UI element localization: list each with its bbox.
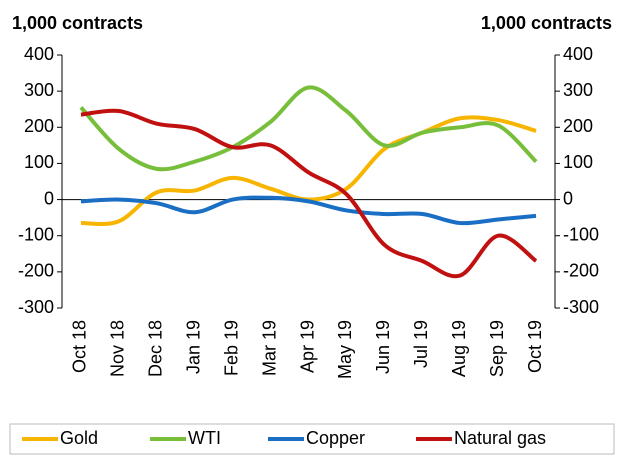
y2-tick-label: 300 bbox=[563, 80, 593, 100]
series-line bbox=[80, 195, 537, 226]
y-tick-label: 100 bbox=[24, 152, 54, 172]
y2-axis-label: 1,000 contracts bbox=[481, 13, 612, 33]
y-tick-label: 300 bbox=[24, 80, 54, 100]
x-tick-label: Jun 19 bbox=[373, 320, 393, 374]
x-tick-label: Jul 19 bbox=[411, 320, 431, 368]
y2-tick-label: -300 bbox=[563, 297, 599, 317]
x-tick-label: Feb 19 bbox=[221, 320, 241, 376]
x-tick-label: Apr 19 bbox=[297, 320, 317, 373]
x-tick-label: Jan 19 bbox=[183, 320, 203, 374]
legend-box bbox=[9, 423, 615, 455]
legend-label: Copper bbox=[306, 428, 365, 448]
y-tick-label: 400 bbox=[24, 44, 54, 64]
x-tick-label: Mar 19 bbox=[259, 320, 279, 376]
y2-tick-label: -100 bbox=[563, 224, 599, 244]
x-tick-label: Dec 18 bbox=[146, 320, 166, 377]
x-tick-label: Nov 18 bbox=[108, 320, 128, 377]
legend-label: Natural gas bbox=[454, 428, 546, 448]
y-tick-label: 200 bbox=[24, 116, 54, 136]
y-tick-label: -300 bbox=[18, 297, 54, 317]
series-line bbox=[80, 108, 538, 279]
legend-label: Gold bbox=[60, 428, 98, 448]
y2-tick-label: -200 bbox=[563, 261, 599, 281]
x-tick-label: Sep 19 bbox=[487, 320, 507, 377]
y-tick-label: 0 bbox=[44, 188, 54, 208]
series-line bbox=[79, 85, 538, 172]
x-tick-label: Oct 18 bbox=[70, 320, 90, 373]
y-tick-label: -200 bbox=[18, 261, 54, 281]
y-tick-label: -100 bbox=[18, 224, 54, 244]
x-tick-label: Oct 19 bbox=[525, 320, 545, 373]
x-tick-label: May 19 bbox=[335, 320, 355, 379]
y2-tick-label: 400 bbox=[563, 44, 593, 64]
y2-tick-label: 200 bbox=[563, 116, 593, 136]
y2-tick-label: 100 bbox=[563, 152, 593, 172]
y2-tick-label: 0 bbox=[563, 188, 573, 208]
x-tick-label: Aug 19 bbox=[449, 320, 469, 377]
y-axis-label: 1,000 contracts bbox=[12, 13, 143, 33]
legend-label: WTI bbox=[188, 428, 221, 448]
